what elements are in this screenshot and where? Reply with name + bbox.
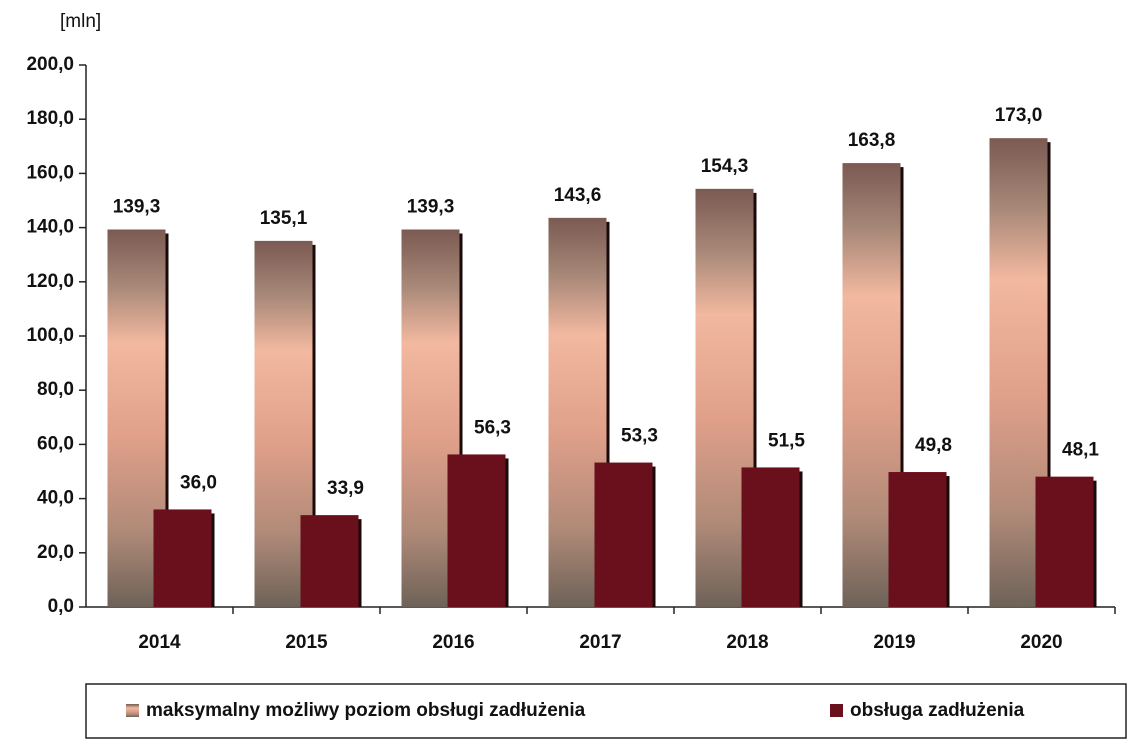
legend-label: maksymalny możliwy poziom obsługi zadłuż… (146, 700, 586, 721)
bar (594, 462, 653, 607)
y-tick-label: 120,0 (26, 271, 74, 292)
x-tick-label: 2015 (285, 632, 328, 653)
value-label: 33,9 (327, 478, 364, 499)
legend-label: obsługa zadłużenia (850, 700, 1025, 721)
value-label: 163,8 (848, 130, 896, 151)
legend-box (85, 683, 1127, 739)
value-label: 56,3 (474, 417, 511, 438)
legend-swatch (126, 704, 139, 717)
x-tick-label: 2019 (873, 632, 915, 653)
bar (447, 454, 506, 607)
y-tick-label: 0,0 (48, 596, 74, 617)
y-tick-label: 20,0 (37, 542, 74, 563)
value-label: 154,3 (701, 156, 749, 177)
bar (153, 509, 212, 607)
value-label: 139,3 (113, 197, 161, 218)
value-label: 51,5 (768, 430, 805, 451)
y-tick-label: 100,0 (26, 325, 74, 346)
bar (300, 515, 359, 607)
value-label: 49,8 (915, 435, 952, 456)
y-unit-label: [mln] (60, 11, 101, 32)
y-tick-label: 160,0 (26, 162, 74, 183)
value-label: 173,0 (995, 105, 1043, 126)
x-tick-label: 2018 (726, 632, 768, 653)
bar (741, 467, 800, 607)
x-tick-label: 2016 (432, 632, 474, 653)
x-tick-label: 2020 (1020, 632, 1062, 653)
legend-swatch (830, 704, 843, 717)
y-tick-label: 140,0 (26, 217, 74, 238)
bar (1035, 476, 1094, 607)
y-tick-label: 80,0 (37, 379, 74, 400)
value-label: 139,3 (407, 197, 455, 218)
bar (888, 472, 947, 607)
value-label: 135,1 (260, 208, 308, 229)
x-tick-label: 2014 (138, 632, 181, 653)
x-tick-label: 2017 (579, 632, 621, 653)
y-tick-label: 180,0 (26, 108, 74, 129)
value-label: 143,6 (554, 185, 602, 206)
value-label: 48,1 (1062, 440, 1099, 461)
value-label: 53,3 (621, 426, 658, 447)
y-tick-label: 60,0 (37, 433, 74, 454)
y-tick-label: 200,0 (26, 54, 74, 75)
value-label: 36,0 (180, 472, 217, 493)
y-tick-label: 40,0 (37, 488, 74, 509)
